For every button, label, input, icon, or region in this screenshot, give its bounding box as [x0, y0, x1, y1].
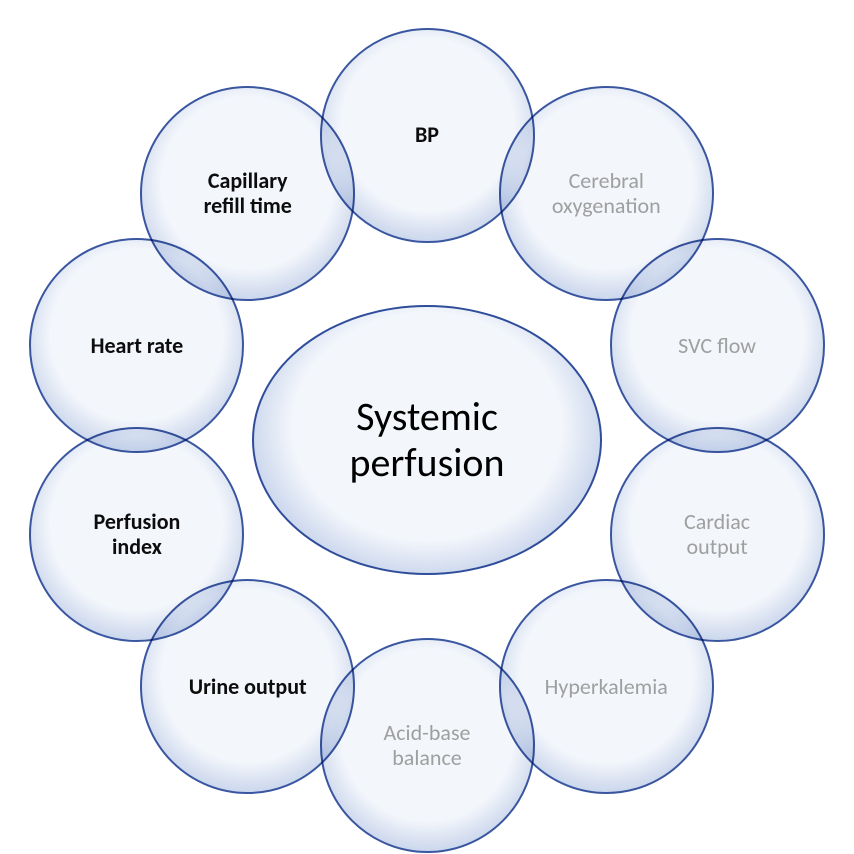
node-label: Acid-base balance [383, 720, 470, 771]
node-label: Heart rate [91, 333, 184, 358]
node-label: Cerebral oxygenation [552, 168, 661, 219]
node-perfusion-index: Perfusion index [29, 427, 244, 642]
node-label: Cardiac output [684, 509, 750, 560]
node-label: Perfusion index [94, 509, 181, 560]
node-label: Urine output [189, 674, 307, 699]
node-label: Hyperkalemia [545, 674, 668, 699]
node-svc-flow: SVC flow [610, 238, 825, 453]
node-capillary-refill: Capillary refill time [140, 86, 355, 301]
node-label: BP [415, 122, 439, 147]
center-node-label: Systemic perfusion [349, 394, 504, 486]
node-label: Capillary refill time [204, 168, 292, 219]
diagram-stage: Systemic perfusion BP Cerebral oxygenati… [0, 0, 854, 854]
node-label: SVC flow [678, 333, 756, 358]
center-node: Systemic perfusion [252, 305, 602, 575]
